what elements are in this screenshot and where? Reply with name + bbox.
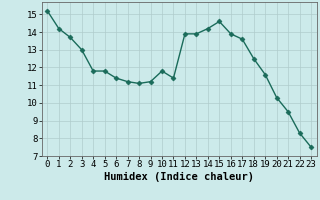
X-axis label: Humidex (Indice chaleur): Humidex (Indice chaleur)	[104, 172, 254, 182]
